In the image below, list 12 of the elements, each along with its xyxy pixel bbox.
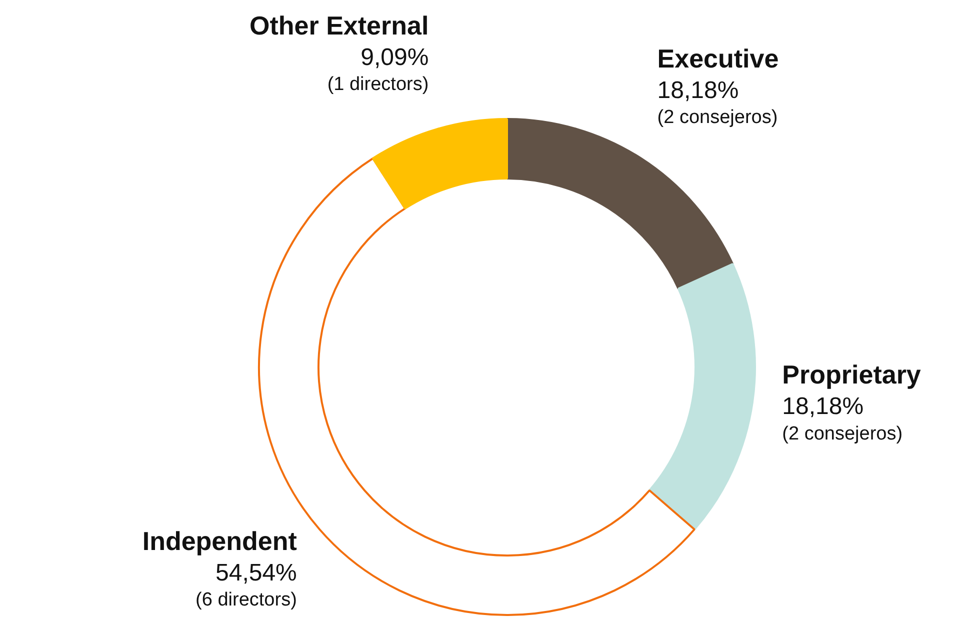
slice-label: Proprietary xyxy=(782,360,922,390)
data-label: 54,54% xyxy=(215,560,297,587)
data-label: 18,18% xyxy=(657,76,739,104)
text: (6 directors) xyxy=(196,590,297,611)
data-label: 9,09% xyxy=(360,44,429,71)
slice-label: Other External xyxy=(250,10,429,40)
data-label: 18,18% xyxy=(782,393,864,420)
slice-label: Independent xyxy=(142,526,298,556)
text: (1 directors) xyxy=(327,74,429,95)
slice-label: Executive xyxy=(657,43,779,74)
text: (2 consejeros) xyxy=(657,106,778,128)
text: (2 consejeros) xyxy=(782,423,903,444)
